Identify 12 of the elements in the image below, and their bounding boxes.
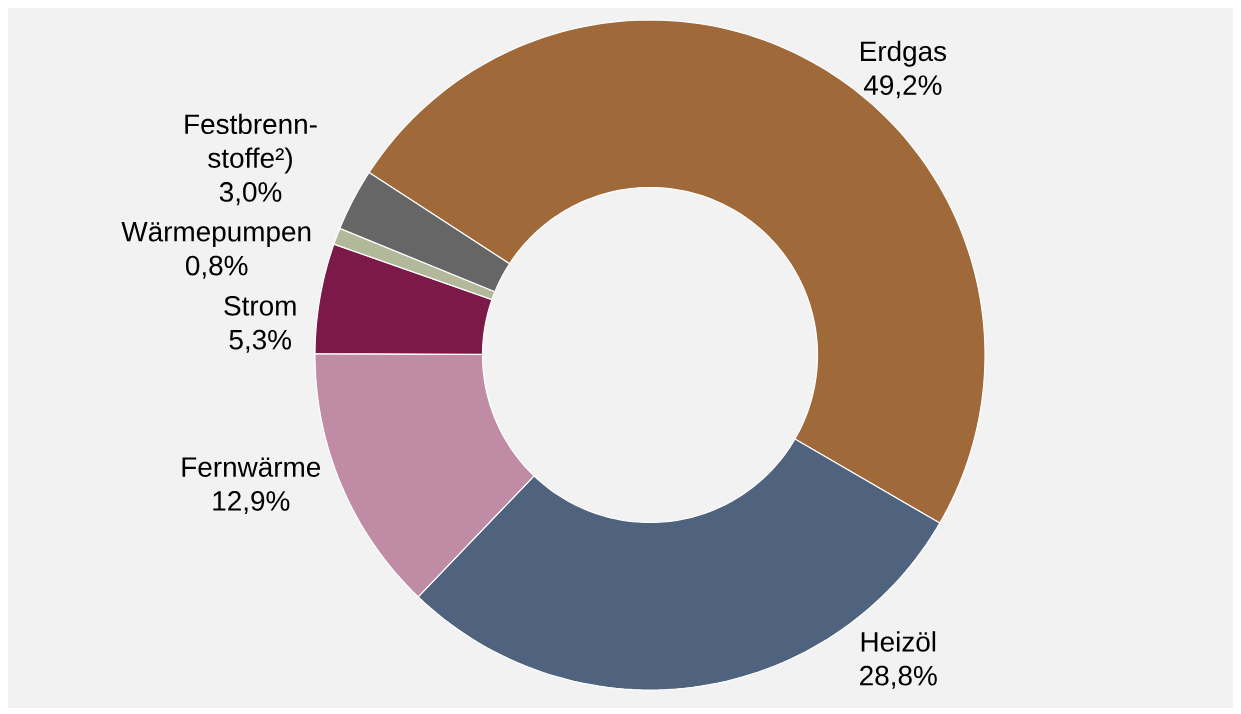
- data-label: 0,8%: [185, 255, 248, 279]
- data-label: 28,8%: [860, 665, 937, 689]
- slice-label: Festbrenn-stoffe²): [185, 113, 317, 174]
- data-label: 3,0%: [219, 182, 282, 206]
- slice-label: Fernwärme: [182, 457, 321, 477]
- slice-label: Erdgas: [860, 40, 947, 67]
- data-label: 5,3%: [229, 329, 292, 353]
- slice-label: Wärmepumpen: [121, 222, 311, 248]
- data-label: 12,9%: [213, 491, 290, 515]
- data-label: 49,2%: [863, 75, 942, 99]
- slice-label: Heizöl: [861, 631, 936, 652]
- slice-label: Strom: [224, 295, 296, 316]
